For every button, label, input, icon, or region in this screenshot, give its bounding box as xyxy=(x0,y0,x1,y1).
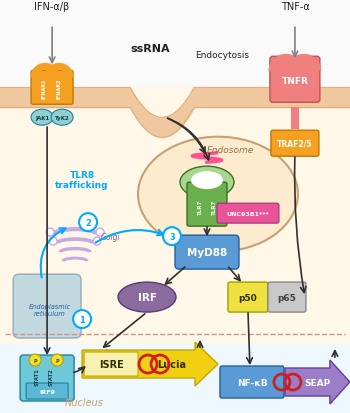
FancyBboxPatch shape xyxy=(13,274,81,338)
FancyBboxPatch shape xyxy=(175,235,239,269)
Circle shape xyxy=(29,354,41,366)
Text: 1: 1 xyxy=(79,315,85,324)
Text: p50: p50 xyxy=(239,293,257,302)
Text: TLR8
trafficking: TLR8 trafficking xyxy=(55,170,109,190)
Text: TLR7: TLR7 xyxy=(211,199,216,214)
Text: TLR7: TLR7 xyxy=(197,199,203,214)
Circle shape xyxy=(79,214,97,232)
Text: IFNAR1: IFNAR1 xyxy=(42,79,47,99)
FancyBboxPatch shape xyxy=(217,204,279,223)
FancyBboxPatch shape xyxy=(187,183,227,227)
FancyBboxPatch shape xyxy=(220,366,284,398)
Text: 2: 2 xyxy=(85,218,91,227)
Text: NF-κB: NF-κB xyxy=(237,377,267,387)
Text: Endocytosis: Endocytosis xyxy=(195,51,249,60)
Text: JAK1: JAK1 xyxy=(35,116,49,121)
Text: Nucleus: Nucleus xyxy=(65,397,104,407)
Text: P: P xyxy=(33,358,37,363)
Text: P: P xyxy=(55,358,59,363)
Ellipse shape xyxy=(51,110,73,126)
Text: TNF-α: TNF-α xyxy=(281,2,309,12)
FancyBboxPatch shape xyxy=(84,352,138,376)
Circle shape xyxy=(93,237,101,245)
FancyBboxPatch shape xyxy=(270,57,320,103)
Ellipse shape xyxy=(180,167,234,199)
Ellipse shape xyxy=(191,172,223,190)
Text: TNFR: TNFR xyxy=(281,76,308,85)
Bar xyxy=(291,108,299,130)
Text: IFNAR2: IFNAR2 xyxy=(57,79,62,99)
FancyBboxPatch shape xyxy=(228,282,268,312)
Text: STAT2: STAT2 xyxy=(49,367,54,385)
Text: SEAP: SEAP xyxy=(305,377,331,387)
Polygon shape xyxy=(82,342,218,386)
Text: TRAF2/5: TRAF2/5 xyxy=(277,139,313,148)
Ellipse shape xyxy=(118,282,176,312)
FancyBboxPatch shape xyxy=(26,383,68,399)
Circle shape xyxy=(51,354,63,366)
Circle shape xyxy=(73,310,91,328)
Text: p65: p65 xyxy=(278,293,296,302)
Circle shape xyxy=(49,237,57,245)
Circle shape xyxy=(46,228,54,237)
Text: TyK2: TyK2 xyxy=(55,116,69,121)
Polygon shape xyxy=(285,360,350,404)
Text: IRF9: IRF9 xyxy=(39,389,55,394)
Ellipse shape xyxy=(138,138,298,252)
Text: MyD88: MyD88 xyxy=(187,247,227,257)
Text: ssRNA: ssRNA xyxy=(130,44,170,54)
FancyBboxPatch shape xyxy=(271,131,319,157)
Text: UNC93B1***: UNC93B1*** xyxy=(226,211,269,216)
FancyBboxPatch shape xyxy=(20,355,74,401)
Text: ISRE: ISRE xyxy=(99,359,124,369)
Text: STAT1: STAT1 xyxy=(35,367,40,385)
Text: IRF: IRF xyxy=(138,292,156,302)
Text: 3: 3 xyxy=(169,232,175,241)
FancyBboxPatch shape xyxy=(268,282,306,312)
Text: IFN-α/β: IFN-α/β xyxy=(34,2,70,12)
Circle shape xyxy=(96,228,104,237)
Text: Lucia: Lucia xyxy=(158,359,187,369)
Ellipse shape xyxy=(31,110,53,126)
Text: Golgi: Golgi xyxy=(101,233,121,242)
Circle shape xyxy=(163,228,181,245)
Text: Endosome: Endosome xyxy=(206,146,254,155)
FancyBboxPatch shape xyxy=(31,71,73,105)
Text: Endoplasmic
reticulum: Endoplasmic reticulum xyxy=(29,303,71,316)
